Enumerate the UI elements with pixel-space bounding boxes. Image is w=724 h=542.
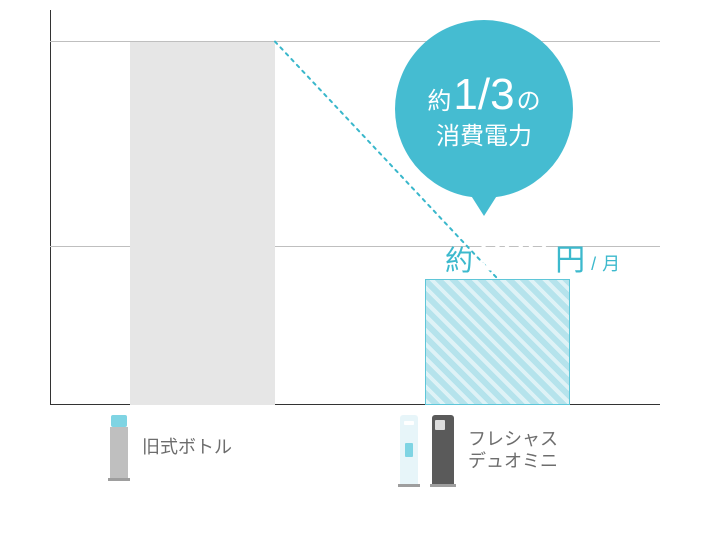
bubble-fraction: 1/3 — [453, 67, 514, 122]
legend-item-old: 旧式ボトル — [110, 415, 232, 481]
bar-old-style — [130, 42, 275, 405]
price-tsuki: 月 — [602, 250, 620, 276]
bubble-tail-icon — [470, 194, 498, 216]
y-axis — [50, 10, 51, 405]
frecious-server-dark-icon — [432, 415, 454, 487]
old-bottle-server-icon — [110, 415, 128, 481]
chart-area: 約 1/3 の 消費電力 約 330 円 / 月 — [50, 10, 660, 405]
bubble-prefix: 約 — [427, 87, 451, 117]
bar-frecious — [425, 279, 570, 405]
price-amount: 330 — [479, 232, 549, 280]
price-per: / — [591, 254, 596, 275]
bubble-line2: 消費電力 — [436, 122, 532, 152]
legend-old-label: 旧式ボトル — [142, 437, 232, 459]
legend: 旧式ボトル フレシャス デュオミニ — [50, 415, 660, 525]
legend-new-label-1: フレシャス — [468, 429, 558, 451]
frecious-server-light-icon — [400, 415, 418, 487]
legend-new-label-2: デュオミニ — [468, 451, 558, 473]
bubble-suffix: の — [517, 87, 541, 117]
legend-item-new: フレシャス デュオミニ — [400, 415, 558, 487]
reduction-callout-bubble: 約 1/3 の 消費電力 — [395, 20, 573, 198]
monthly-price-label: 約 330 円 / 月 — [445, 232, 620, 280]
price-yen: 円 — [555, 235, 585, 279]
price-yaku: 約 — [445, 239, 473, 279]
